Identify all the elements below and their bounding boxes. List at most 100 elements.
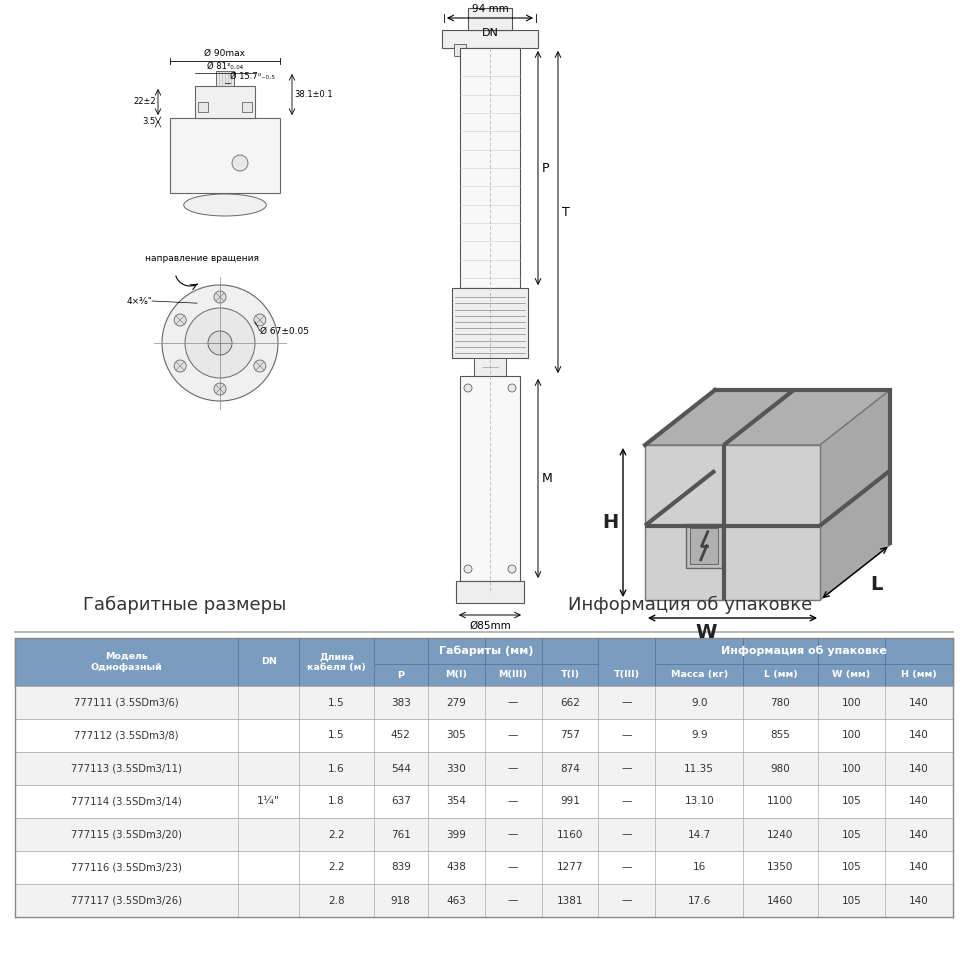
Text: Длина
кабеля (м): Длина кабеля (м) (307, 652, 366, 672)
Text: 991: 991 (560, 797, 580, 806)
Text: 1277: 1277 (557, 862, 583, 872)
Circle shape (185, 308, 255, 378)
Text: 855: 855 (771, 731, 790, 741)
Text: Информация об упаковке: Информация об упаковке (721, 646, 887, 656)
Text: DN: DN (481, 28, 499, 38)
Bar (15, 638, 953, 686)
Text: —: — (621, 862, 632, 872)
Text: 330: 330 (446, 764, 467, 773)
Text: 980: 980 (771, 764, 790, 773)
Text: 839: 839 (391, 862, 410, 872)
Text: 777115 (3.5SDm3/20): 777115 (3.5SDm3/20) (72, 830, 182, 839)
Text: Ø85mm: Ø85mm (469, 621, 511, 631)
Text: —: — (621, 895, 632, 905)
Circle shape (162, 285, 278, 401)
Text: 918: 918 (391, 895, 410, 905)
Text: M(I): M(I) (445, 671, 468, 680)
Text: 1381: 1381 (557, 895, 583, 905)
Polygon shape (645, 390, 890, 445)
Bar (15, 818, 953, 851)
Text: 777117 (3.5SDm3/26): 777117 (3.5SDm3/26) (72, 895, 182, 905)
Text: Ø 15.7⁰₋₀.₅: Ø 15.7⁰₋₀.₅ (230, 72, 275, 81)
Circle shape (174, 314, 186, 326)
Text: 9.0: 9.0 (691, 698, 708, 708)
Text: —: — (621, 830, 632, 839)
Text: 777113 (3.5SDm3/11): 777113 (3.5SDm3/11) (72, 764, 182, 773)
Text: 9.9: 9.9 (691, 731, 708, 741)
Text: 100: 100 (841, 698, 862, 708)
Text: DN: DN (260, 657, 277, 667)
Text: 399: 399 (446, 830, 467, 839)
Text: P: P (542, 162, 550, 174)
Text: 13.10: 13.10 (684, 797, 714, 806)
Text: 780: 780 (771, 698, 790, 708)
Text: 1.5: 1.5 (328, 731, 345, 741)
Circle shape (508, 384, 516, 392)
Text: —: — (508, 830, 518, 839)
Text: 16: 16 (692, 862, 706, 872)
Text: M(III): M(III) (499, 671, 528, 680)
Bar (685, 524, 722, 568)
Text: 11.35: 11.35 (684, 764, 714, 773)
Circle shape (254, 314, 266, 326)
Text: 140: 140 (909, 731, 929, 741)
Text: 1460: 1460 (768, 895, 794, 905)
Text: 305: 305 (446, 731, 467, 741)
Text: W: W (695, 623, 717, 642)
Text: 105: 105 (841, 830, 862, 839)
Text: Масса (кг): Масса (кг) (671, 671, 728, 680)
Bar (454, 44, 466, 56)
Bar (15, 752, 953, 785)
Text: 1¼": 1¼" (257, 797, 281, 806)
Bar (474, 358, 506, 376)
Text: 2.2: 2.2 (328, 862, 345, 872)
Text: 105: 105 (841, 862, 862, 872)
Text: 463: 463 (446, 895, 467, 905)
Text: 140: 140 (909, 830, 929, 839)
Text: 105: 105 (841, 797, 862, 806)
Bar (198, 102, 208, 112)
Text: 140: 140 (909, 862, 929, 872)
Text: L (мм): L (мм) (764, 671, 798, 680)
Bar (690, 528, 717, 563)
Text: 354: 354 (446, 797, 467, 806)
Bar (15, 686, 953, 719)
Text: Модель
Однофазный: Модель Однофазный (91, 652, 163, 672)
Circle shape (464, 565, 472, 573)
Text: —: — (621, 764, 632, 773)
Text: 4×⅜": 4×⅜" (126, 296, 152, 306)
Bar (442, 30, 538, 48)
Text: T(I): T(I) (560, 671, 580, 680)
Circle shape (214, 291, 226, 303)
Text: 105: 105 (841, 895, 862, 905)
Text: 2.2: 2.2 (328, 830, 345, 839)
Text: 874: 874 (560, 764, 580, 773)
Text: 22±2: 22±2 (134, 98, 156, 106)
Text: Ø 90max: Ø 90max (204, 49, 246, 58)
Text: 757: 757 (560, 731, 580, 741)
Bar (15, 719, 953, 752)
Bar (242, 102, 252, 112)
Bar (15, 851, 953, 884)
Text: 3.5: 3.5 (142, 117, 156, 127)
Bar (195, 86, 255, 118)
Text: 383: 383 (391, 698, 410, 708)
Text: 662: 662 (560, 698, 580, 708)
Ellipse shape (184, 194, 266, 216)
Text: Ø 81³₀.₀₄: Ø 81³₀.₀₄ (207, 62, 243, 71)
Text: —: — (621, 698, 632, 708)
Text: H (мм): H (мм) (901, 671, 937, 680)
Text: —: — (621, 797, 632, 806)
Bar (460, 376, 520, 581)
Text: 140: 140 (909, 698, 929, 708)
Circle shape (214, 383, 226, 395)
Text: 777111 (3.5SDm3/6): 777111 (3.5SDm3/6) (75, 698, 179, 708)
Bar (15, 884, 953, 917)
Bar (456, 581, 524, 603)
Text: T: T (562, 205, 570, 219)
Polygon shape (645, 445, 820, 600)
Text: 1350: 1350 (768, 862, 794, 872)
Text: W (мм): W (мм) (832, 671, 870, 680)
Text: направление вращения: направление вращения (145, 254, 259, 263)
Text: 279: 279 (446, 698, 467, 708)
